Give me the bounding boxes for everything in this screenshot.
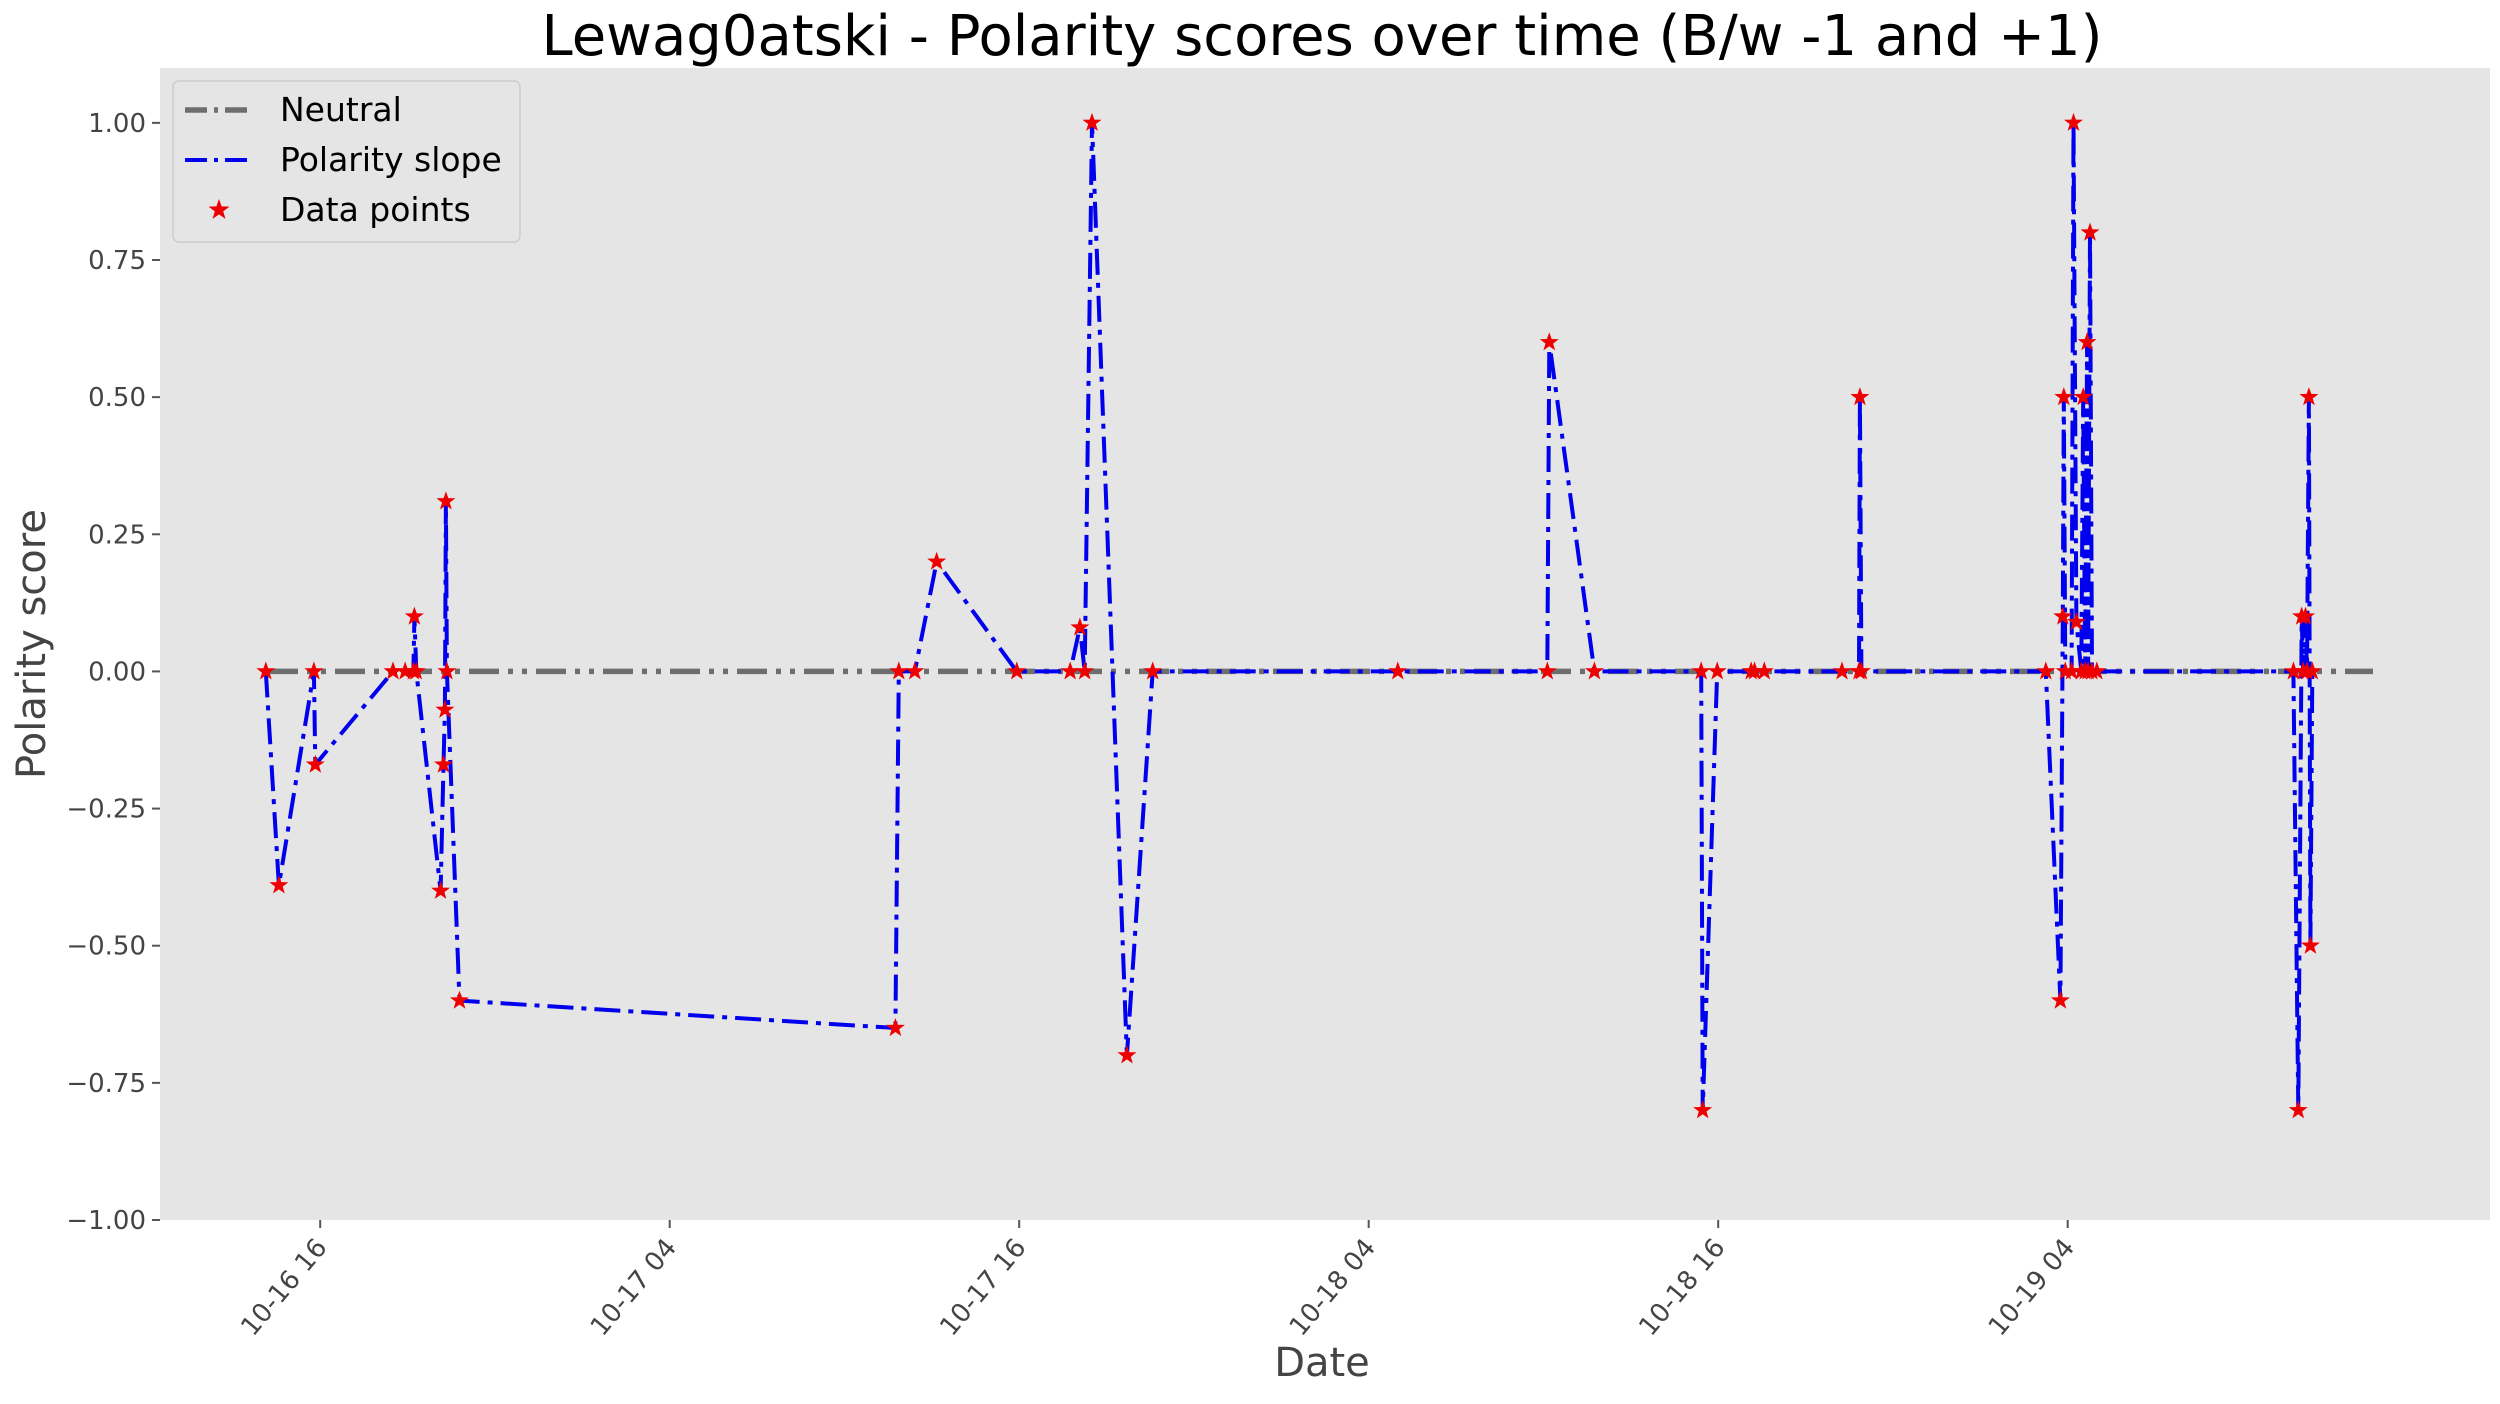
data-point <box>1745 661 1765 680</box>
data-point <box>2053 606 2073 625</box>
legend-box <box>172 80 521 243</box>
y-tick-label: −1.00 <box>66 1206 146 1236</box>
data-point <box>1707 661 1727 680</box>
data-point <box>1832 661 1852 680</box>
data-point <box>2073 387 2093 406</box>
data-point <box>1537 661 1557 680</box>
data-point <box>437 661 457 680</box>
data-point <box>1851 661 1871 680</box>
data-point <box>1850 387 1870 406</box>
chart-title: Lewag0atski - Polarity scores over time … <box>542 4 2103 69</box>
data-point <box>404 606 424 625</box>
data-point <box>436 491 456 510</box>
y-tick-label: 0.50 <box>88 383 146 413</box>
data-point <box>2300 935 2320 954</box>
data-points <box>256 112 2322 1119</box>
data-point <box>1693 1100 1713 1119</box>
data-point <box>305 754 325 773</box>
plot-area <box>160 68 2490 1220</box>
data-point <box>927 551 947 570</box>
data-point <box>383 661 403 680</box>
data-point <box>885 1018 905 1037</box>
data-point <box>269 875 289 894</box>
x-tick-label: 10-18 16 <box>1633 1233 1731 1342</box>
legend: Neutral Polarity slope Data points <box>172 80 521 243</box>
data-point <box>2036 661 2056 680</box>
data-point <box>1082 112 1102 131</box>
x-axis-label: Date <box>1274 1340 1370 1386</box>
data-point <box>2062 661 2082 680</box>
x-tick-label: 10-18 04 <box>1284 1233 1382 1342</box>
data-point <box>1117 1045 1137 1064</box>
data-point <box>2296 606 2316 625</box>
data-point <box>434 754 453 773</box>
data-point <box>2066 612 2086 631</box>
x-tick-label: 10-16 16 <box>235 1233 333 1342</box>
y-axis-label: Polarity score <box>9 509 55 779</box>
data-point <box>2080 222 2100 241</box>
data-point <box>1388 661 1408 680</box>
data-point <box>304 661 324 680</box>
y-tick-label: −0.50 <box>66 932 146 962</box>
data-point <box>2302 661 2322 680</box>
data-point <box>1691 661 1711 680</box>
y-tick-label: −0.75 <box>66 1069 146 1099</box>
y-axis: −1.00 −0.75 −0.50 −0.25 0.00 0.25 0.50 0.75 1.00 <box>66 109 160 1236</box>
x-axis: 10-16 16 10-17 04 10-17 16 10-18 04 10-18 16… <box>235 1220 2081 1342</box>
legend-points-label: Data points <box>280 190 471 229</box>
data-point <box>889 661 909 680</box>
x-tick-label: 10-17 16 <box>934 1233 1032 1342</box>
data-point <box>395 661 415 680</box>
y-tick-label: 0.00 <box>88 657 146 687</box>
data-point <box>2299 387 2319 406</box>
data-point <box>2087 661 2107 680</box>
data-point <box>1584 661 1604 680</box>
data-point <box>1060 661 1080 680</box>
data-point <box>2050 990 2070 1009</box>
y-tick-label: 1.00 <box>88 109 146 139</box>
data-point <box>1075 661 1095 680</box>
y-tick-label: 0.75 <box>88 246 146 276</box>
data-point <box>2054 387 2074 406</box>
data-point <box>2064 112 2083 131</box>
data-point <box>256 661 276 680</box>
y-tick-label: 0.25 <box>88 520 146 550</box>
x-tick-label: 10-19 04 <box>1983 1233 2081 1342</box>
data-point <box>431 880 451 899</box>
legend-points-swatch <box>208 199 230 219</box>
data-point <box>435 699 455 718</box>
data-point <box>905 661 925 680</box>
data-point <box>406 661 426 680</box>
data-point <box>450 990 469 1009</box>
y-tick-label: −0.25 <box>66 795 146 825</box>
data-point <box>1070 617 1090 636</box>
data-point <box>1754 661 1774 680</box>
data-point <box>2283 661 2303 680</box>
data-point <box>1007 661 1027 680</box>
x-tick-label: 10-17 04 <box>585 1233 683 1342</box>
data-point <box>1143 661 1163 680</box>
legend-neutral-label: Neutral <box>280 90 402 129</box>
data-point <box>2288 1100 2308 1119</box>
data-point <box>2077 332 2097 351</box>
legend-slope-label: Polarity slope <box>280 140 502 179</box>
data-point <box>1539 332 1559 351</box>
